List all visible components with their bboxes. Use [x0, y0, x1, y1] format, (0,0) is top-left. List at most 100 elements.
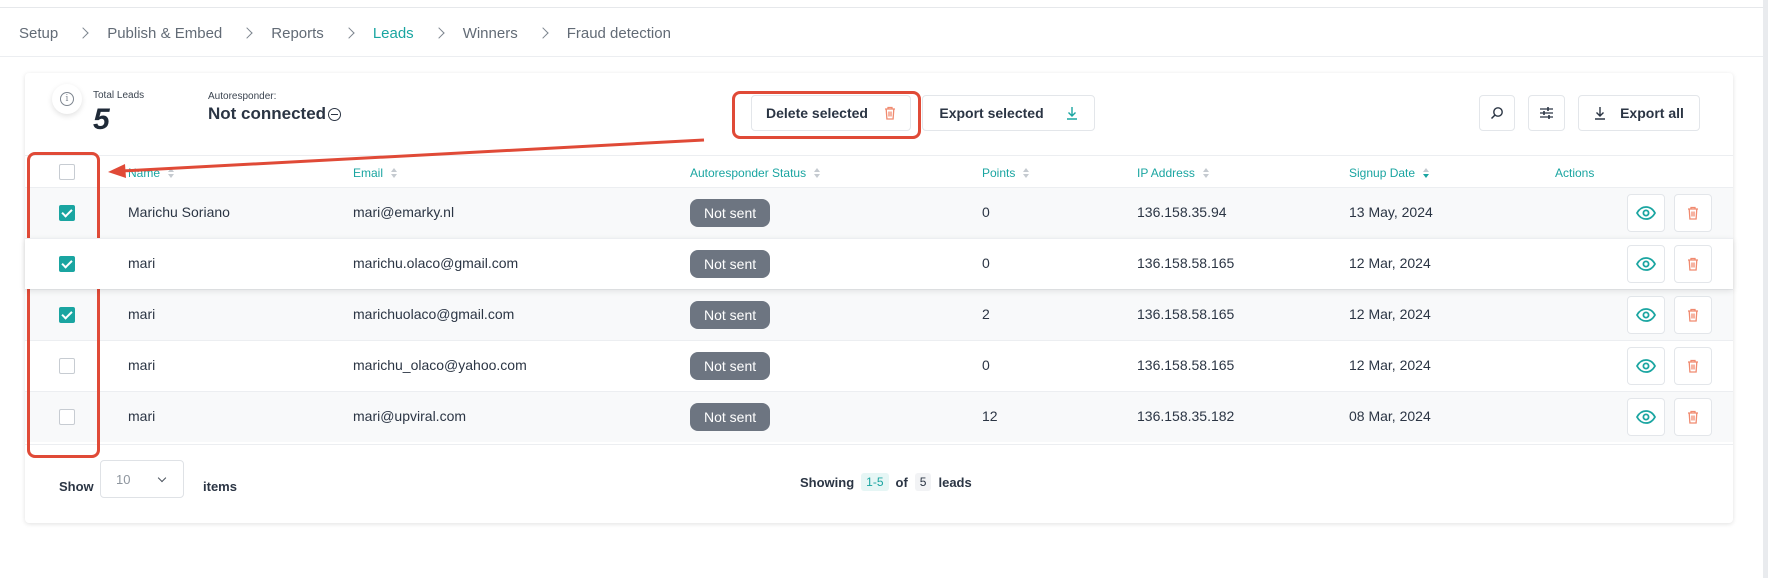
table-row: mari marichu.olaco@gmail.com Not sent 0 136.… [25, 238, 1733, 289]
chevron-right-icon [77, 27, 89, 39]
info-button[interactable]: i [52, 84, 82, 114]
page-size-value: 10 [116, 471, 131, 487]
sort-icon [391, 168, 398, 178]
status-badge: Not sent [690, 403, 771, 431]
row-checkbox[interactable] [59, 205, 75, 221]
delete-lead-button[interactable] [1674, 398, 1712, 436]
delete-lead-button[interactable] [1674, 245, 1712, 283]
breadcrumb-reports[interactable]: Reports [271, 24, 324, 42]
delete-lead-button[interactable] [1674, 194, 1712, 232]
lead-ip-address: 136.158.58.165 [1137, 255, 1235, 271]
columns-settings-button[interactable] [1528, 95, 1565, 131]
column-header-ip-address[interactable]: IP Address [1137, 166, 1209, 180]
status-badge: Not sent [690, 352, 771, 380]
search-button[interactable] [1479, 95, 1515, 131]
autoresponder-value: Not connected [208, 104, 327, 123]
info-icon: i [60, 92, 74, 106]
show-label: Show [59, 479, 94, 494]
trash-icon [1688, 410, 1698, 424]
page-size-select[interactable]: 10 [100, 460, 184, 498]
row-checkbox[interactable] [59, 358, 75, 374]
column-label-ip-address: IP Address [1137, 166, 1195, 180]
delete-selected-label: Delete selected [766, 105, 868, 121]
view-lead-button[interactable] [1627, 194, 1665, 232]
select-all-checkbox[interactable] [59, 164, 75, 180]
view-lead-button[interactable] [1627, 245, 1665, 283]
status-badge: Not sent [690, 301, 771, 329]
breadcrumb: Setup Publish & Embed Reports Leads Winn… [19, 20, 671, 46]
lead-points: 0 [982, 204, 990, 220]
breadcrumb-fraud-detection[interactable]: Fraud detection [566, 24, 671, 42]
trash-icon [1688, 359, 1698, 373]
breadcrumb-publish-embed[interactable]: Publish & Embed [107, 24, 223, 42]
trash-icon [884, 106, 895, 120]
chevron-right-icon [537, 27, 549, 39]
eye-icon [1636, 359, 1656, 373]
chevron-right-icon [433, 27, 445, 39]
lead-ip-address: 136.158.58.165 [1137, 306, 1235, 322]
minus-circle-icon [328, 107, 342, 121]
view-lead-button[interactable] [1627, 347, 1665, 385]
chevron-down-icon [157, 473, 167, 483]
leads-label: leads [938, 474, 972, 490]
autoresponder-label: Autoresponder: [208, 91, 277, 102]
search-icon [1490, 107, 1503, 120]
trash-icon [1688, 206, 1698, 220]
vertical-scrollbar[interactable] [1763, 0, 1768, 578]
row-checkbox[interactable] [59, 307, 75, 323]
table-row: mari marichu_olaco@yahoo.com Not sent 0 136.… [25, 340, 1733, 391]
lead-email: marichu_olaco@yahoo.com [353, 357, 527, 373]
export-all-label: Export all [1620, 105, 1684, 121]
row-checkbox[interactable] [59, 409, 75, 425]
lead-points: 12 [982, 408, 998, 424]
trash-icon [1688, 257, 1698, 271]
export-selected-button[interactable]: Export selected [922, 95, 1095, 131]
eye-icon [1636, 410, 1656, 424]
breadcrumb-setup[interactable]: Setup [19, 24, 59, 42]
showing-label: Showing [800, 474, 855, 490]
of-label: of [895, 474, 908, 490]
lead-email: marichuolaco@gmail.com [353, 306, 515, 322]
lead-signup-date: 13 May, 2024 [1349, 204, 1433, 220]
delete-lead-button[interactable] [1674, 296, 1712, 334]
lead-email: mari@upviral.com [353, 408, 467, 424]
table-footer: Show 10 items Showing 1-5 of 5 leads [25, 444, 1733, 523]
trash-icon [1688, 308, 1698, 322]
total-leads-label: Total Leads [93, 90, 145, 101]
showing-total: 5 [914, 473, 932, 491]
column-header-points[interactable]: Points [982, 166, 1030, 180]
sort-icon [1023, 168, 1030, 178]
column-header-autoresponder-status[interactable]: Autoresponder Status [690, 166, 821, 180]
lead-email: mari@emarky.nl [353, 204, 455, 220]
lead-ip-address: 136.158.35.182 [1137, 408, 1235, 424]
download-icon [1595, 107, 1606, 120]
column-header-name[interactable]: Name [128, 166, 175, 180]
sort-icon [1202, 168, 1209, 178]
lead-name: mari [128, 408, 156, 424]
column-header-email[interactable]: Email [353, 166, 398, 180]
breadcrumb-leads[interactable]: Leads [372, 24, 414, 42]
column-header-signup-date[interactable]: Signup Date [1349, 166, 1430, 180]
sort-icon [814, 168, 821, 178]
autoresponder-status: Not connected [208, 104, 342, 124]
table-header: Name Email Autoresponder Status Points I… [25, 155, 1733, 187]
lead-name: mari [128, 357, 156, 373]
delete-lead-button[interactable] [1674, 347, 1712, 385]
delete-selected-button[interactable]: Delete selected [751, 95, 911, 131]
lead-ip-address: 136.158.35.94 [1137, 204, 1227, 220]
table-row: mari mari@upviral.com Not sent 12 136.158.35… [25, 391, 1733, 442]
chevron-right-icon [241, 27, 253, 39]
breadcrumb-winners[interactable]: Winners [462, 24, 518, 42]
lead-name: mari [128, 255, 156, 271]
lead-points: 2 [982, 306, 990, 322]
view-lead-button[interactable] [1627, 398, 1665, 436]
row-checkbox[interactable] [59, 256, 75, 272]
column-label-autoresponder-status: Autoresponder Status [690, 166, 807, 180]
lead-email: marichu.olaco@gmail.com [353, 255, 519, 271]
lead-name: mari [128, 306, 156, 322]
view-lead-button[interactable] [1627, 296, 1665, 334]
eye-icon [1636, 257, 1656, 271]
export-all-button[interactable]: Export all [1578, 95, 1700, 131]
column-label-signup-date: Signup Date [1349, 166, 1416, 180]
